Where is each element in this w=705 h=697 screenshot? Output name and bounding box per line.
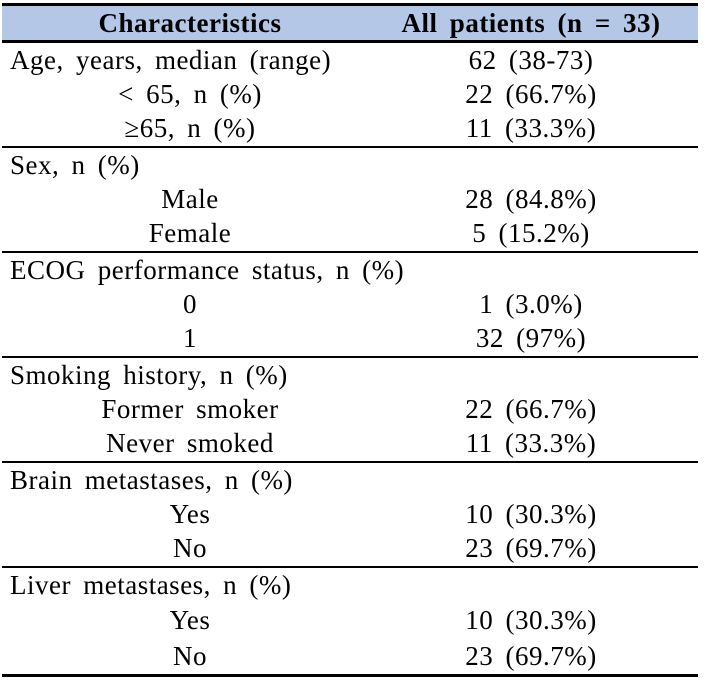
table-row: ECOG performance status, n (%): [2, 253, 698, 287]
table-row: Age, years, median (range) 62 (38-73): [2, 43, 698, 77]
row-label: Former smoker: [101, 393, 279, 424]
row-value: 23 (69.7%): [465, 640, 597, 671]
table-row: Female 5 (15.2%): [2, 217, 698, 251]
table-row: < 65, n (%) 22 (66.7%): [2, 77, 698, 111]
table-row: Smoking history, n (%): [2, 358, 698, 392]
row-label: Yes: [169, 498, 211, 529]
row-label: ECOG performance status, n (%): [10, 254, 405, 285]
row-label: Female: [148, 218, 232, 249]
table-section: Smoking history, n (%) Former smoker 22 …: [2, 358, 698, 463]
row-value: 22 (66.7%): [465, 78, 597, 109]
row-value: 28 (84.8%): [465, 183, 597, 214]
row-label: Brain metastases, n (%): [10, 464, 293, 495]
table-row: Liver metastases, n (%): [2, 568, 698, 603]
row-label: 1: [183, 323, 197, 354]
row-label: Sex, n (%): [10, 149, 140, 180]
table-section: Age, years, median (range) 62 (38-73) < …: [2, 43, 698, 148]
row-label: 0: [183, 288, 197, 319]
table-section: ECOG performance status, n (%) 0 1 (3.0%…: [2, 253, 698, 358]
table-row: Former smoker 22 (66.7%): [2, 392, 698, 426]
table-section: Sex, n (%) Male 28 (84.8%) Female 5 (15.…: [2, 148, 698, 253]
header-cell-characteristics: Characteristics: [98, 7, 282, 38]
row-value: 1 (3.0%): [479, 288, 583, 319]
table-row: Male 28 (84.8%): [2, 182, 698, 216]
row-value: 10 (30.3%): [465, 605, 597, 636]
table-body: Age, years, median (range) 62 (38-73) < …: [2, 43, 698, 677]
row-value: 32 (97%): [475, 323, 587, 354]
row-label: ≥65, n (%): [124, 113, 256, 144]
characteristics-table: Characteristics All patients (n = 33) Ag…: [2, 3, 698, 677]
table-row: 1 32 (97%): [2, 322, 698, 356]
row-label: Liver metastases, n (%): [10, 570, 292, 601]
row-label: Male: [161, 183, 219, 214]
table-row: Yes 10 (30.3%): [2, 603, 698, 638]
row-value: 11 (33.3%): [465, 113, 597, 144]
table-row: 0 1 (3.0%): [2, 287, 698, 321]
row-label: Never smoked: [106, 428, 274, 459]
table-section: Liver metastases, n (%) Yes 10 (30.3%) N…: [2, 568, 698, 677]
table-row: Yes 10 (30.3%): [2, 497, 698, 531]
row-label: Smoking history, n (%): [10, 359, 288, 390]
row-value: 22 (66.7%): [465, 393, 597, 424]
table-row: Brain metastases, n (%): [2, 463, 698, 497]
row-label: Yes: [169, 605, 211, 636]
row-label: Age, years, median (range): [10, 44, 332, 75]
row-value: 62 (38-73): [468, 44, 594, 75]
table-header-row: Characteristics All patients (n = 33): [2, 6, 698, 43]
table-row: No 23 (69.7%): [2, 532, 698, 566]
row-label: < 65, n (%): [118, 78, 262, 109]
table-row: Never smoked 11 (33.3%): [2, 427, 698, 461]
row-label: No: [173, 640, 207, 671]
header-cell-all-patients: All patients (n = 33): [401, 7, 661, 38]
row-value: 11 (33.3%): [465, 428, 597, 459]
row-value: 23 (69.7%): [465, 533, 597, 564]
table-row: Sex, n (%): [2, 148, 698, 182]
table-row: No 23 (69.7%): [2, 639, 698, 674]
row-value: 10 (30.3%): [465, 498, 597, 529]
row-label: No: [173, 533, 207, 564]
table-row: ≥65, n (%) 11 (33.3%): [2, 112, 698, 146]
row-value: 5 (15.2%): [472, 218, 590, 249]
table-section: Brain metastases, n (%) Yes 10 (30.3%) N…: [2, 463, 698, 568]
